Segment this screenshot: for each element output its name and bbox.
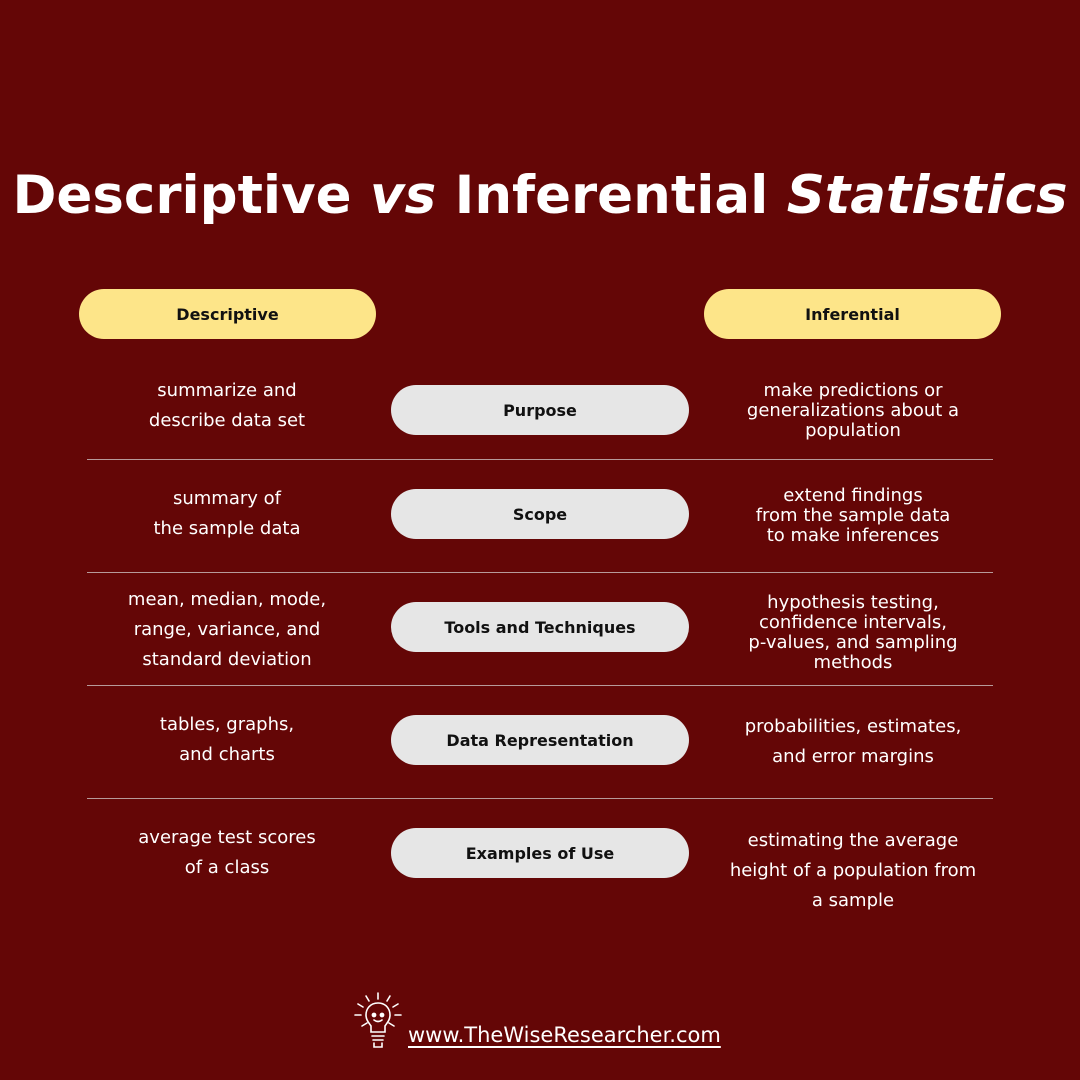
- text-line: standard deviation: [142, 649, 312, 670]
- row-divider: [87, 685, 993, 686]
- text-line: height of a population from: [729, 860, 977, 881]
- text-line: describe data set: [148, 410, 306, 431]
- text-line: summarize and: [157, 380, 297, 401]
- text-line: range, variance, and: [133, 619, 321, 640]
- inferential-data-representation: probabilities, estimates, and error marg…: [712, 712, 994, 772]
- text-line: summary of: [172, 488, 281, 509]
- website-link[interactable]: www.TheWiseResearcher.com: [408, 1023, 721, 1047]
- descriptive-scope: summary of the sample data: [87, 484, 367, 544]
- inferential-purpose: make predictions or generalizations abou…: [712, 381, 994, 441]
- inferential-scope: extend findings from the sample data to …: [712, 486, 994, 546]
- inferential-examples: estimating the average height of a popul…: [712, 826, 994, 916]
- category-scope: Scope: [391, 489, 689, 539]
- text-line: hypothesis testing,: [767, 592, 939, 613]
- title-inferential: Inferential: [454, 165, 787, 226]
- text-line: average test scores: [138, 827, 316, 848]
- row-divider: [87, 572, 993, 573]
- text-line: p-values, and sampling: [748, 632, 958, 653]
- inferential-tools: hypothesis testing, confidence intervals…: [712, 593, 994, 673]
- page-title: Descriptive vs Inferential Statistics: [0, 165, 1080, 226]
- title-vs: vs: [351, 165, 455, 226]
- category-purpose: Purpose: [391, 385, 689, 435]
- text-line: estimating the average: [747, 830, 959, 851]
- category-tools-and-techniques: Tools and Techniques: [391, 602, 689, 652]
- text-line: make predictions or: [763, 380, 943, 401]
- text-line: probabilities, estimates,: [744, 716, 962, 737]
- header-descriptive: Descriptive: [79, 289, 376, 339]
- text-line: population: [805, 420, 901, 441]
- text-line: to make inferences: [766, 525, 940, 546]
- category-examples-of-use: Examples of Use: [391, 828, 689, 878]
- title-statistics: Statistics: [786, 165, 1068, 226]
- lightbulb-icon: [354, 992, 402, 1048]
- text-line: a sample: [811, 890, 895, 911]
- descriptive-examples: average test scores of a class: [87, 823, 367, 883]
- footer: www.TheWiseResearcher.com: [352, 990, 721, 1050]
- text-line: confidence intervals,: [759, 612, 947, 633]
- row-divider: [87, 798, 993, 799]
- title-descriptive: Descriptive: [12, 165, 352, 226]
- descriptive-tools: mean, median, mode, range, variance, and…: [87, 585, 367, 675]
- descriptive-data-representation: tables, graphs, and charts: [87, 710, 367, 770]
- text-line: extend findings: [783, 485, 923, 506]
- category-data-representation: Data Representation: [391, 715, 689, 765]
- text-line: from the sample data: [755, 505, 951, 526]
- text-line: and charts: [179, 744, 275, 765]
- text-line: and error margins: [772, 746, 934, 767]
- text-line: of a class: [184, 857, 270, 878]
- text-line: tables, graphs,: [159, 714, 295, 735]
- text-line: generalizations about a: [746, 400, 960, 421]
- header-inferential: Inferential: [704, 289, 1001, 339]
- row-divider: [87, 459, 993, 460]
- text-line: the sample data: [153, 518, 301, 539]
- descriptive-purpose: summarize and describe data set: [87, 376, 367, 436]
- text-line: mean, median, mode,: [127, 589, 327, 610]
- text-line: methods: [813, 652, 893, 673]
